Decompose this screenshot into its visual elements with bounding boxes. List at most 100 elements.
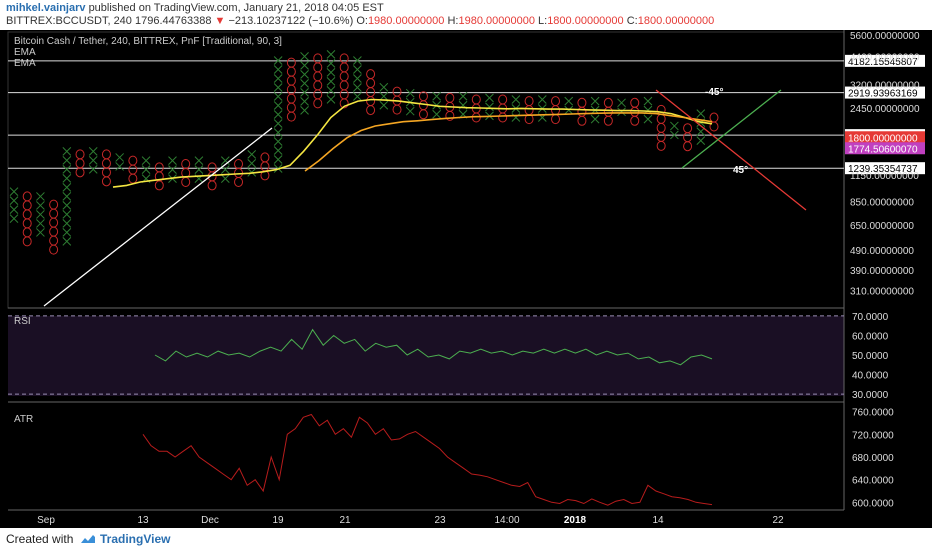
pnf-o-box — [603, 97, 613, 108]
pnf-x-box — [353, 92, 362, 101]
level-price-bg — [845, 54, 925, 67]
pnf-o-box — [551, 96, 561, 107]
pnf-x-box — [194, 156, 204, 165]
pnf-o-box — [234, 158, 244, 169]
atr-legend[interactable]: ATR — [14, 414, 33, 425]
price-tick-label: 490.00000000 — [850, 246, 914, 257]
rsi-legend[interactable]: RSI — [14, 316, 31, 327]
pnf-x-box — [115, 153, 125, 162]
pnf-x-box — [511, 95, 521, 104]
rsi-tick-label: 70.0000 — [852, 312, 889, 323]
pnf-o-box — [49, 208, 59, 219]
chart-area[interactable]: 4182.155458072919.939631691802.501909001… — [0, 30, 932, 528]
footer: Created with TradingView — [0, 528, 932, 550]
pnf-o-box — [603, 106, 613, 117]
pnf-x-box — [300, 79, 309, 88]
up-angle-line — [681, 89, 782, 169]
pnf-o-box — [313, 71, 323, 82]
pnf-x-box — [300, 61, 309, 70]
pnf-x-box — [353, 83, 362, 92]
author-link[interactable]: mihkel.vainjarv — [6, 2, 86, 14]
pnf-x-box — [300, 70, 309, 79]
down-angle-line — [655, 89, 807, 211]
rsi-tick-label: 60.0000 — [852, 331, 889, 342]
pnf-o-box — [313, 80, 323, 91]
pnf-o-box — [75, 149, 85, 160]
pnf-x-box — [273, 83, 283, 92]
pnf-x-box — [696, 136, 706, 145]
chart-svg[interactable]: 4182.155458072919.939631691802.501909001… — [0, 30, 932, 528]
pnf-o-box — [22, 218, 32, 229]
ohlc-close: 1800.00000000 — [637, 15, 715, 27]
pnf-o-box — [656, 122, 666, 133]
pnf-o-box — [683, 141, 693, 152]
ema-legend-2[interactable]: EMA — [14, 58, 36, 69]
pnf-o-box — [418, 109, 428, 120]
pnf-x-box — [273, 101, 283, 110]
chart-title: Bitcoin Cash / Tether, 240, BITTREX, PnF… — [14, 36, 282, 47]
pnf-o-box — [22, 227, 32, 238]
pnf-o-box — [128, 173, 138, 184]
pnf-x-box — [168, 156, 177, 165]
time-tick-label: 14 — [652, 515, 664, 526]
pnf-x-box — [62, 182, 72, 192]
down-arrow-icon: ▼ — [214, 15, 226, 27]
pnf-o-box — [524, 105, 534, 116]
rsi-tick-label: 40.0000 — [852, 371, 889, 382]
pnf-x-box — [9, 196, 19, 206]
pnf-x-box — [379, 82, 389, 92]
pnf-x-box — [273, 92, 283, 101]
time-tick-label: 2018 — [564, 515, 587, 526]
pnf-x-box — [36, 210, 45, 219]
pnf-x-box — [405, 88, 415, 98]
pnf-o-box — [339, 71, 349, 82]
pnf-o-box — [49, 244, 59, 255]
pnf-o-box — [154, 180, 164, 191]
pnf-o-box — [313, 89, 323, 100]
pnf-o-box — [656, 140, 666, 151]
pnf-x-box — [617, 107, 626, 117]
price-marker-bg — [845, 131, 925, 144]
price-pane-frame — [7, 31, 845, 309]
pnf-o-box — [75, 158, 85, 169]
pnf-o-box — [498, 94, 508, 105]
pnf-o-box — [471, 94, 481, 105]
atr-tick-label: 720.0000 — [852, 430, 894, 441]
pnf-x-box — [273, 65, 283, 74]
pnf-x-box — [670, 130, 679, 140]
pnf-o-box — [22, 209, 32, 220]
level-price-bg — [845, 162, 925, 175]
pnf-o-box — [49, 199, 59, 210]
pnf-x-box — [62, 155, 72, 165]
pnf-o-box — [577, 97, 587, 108]
pnf-o-box — [181, 176, 191, 187]
pnf-x-box — [326, 86, 336, 95]
ohlc-low-label: L: — [538, 15, 548, 27]
pnf-x-box — [36, 201, 45, 210]
pnf-x-box — [485, 93, 494, 103]
pnf-o-box — [551, 105, 561, 116]
atr-line — [142, 413, 713, 506]
pnf-o-box — [339, 80, 349, 91]
rsi-tick-label: 50.0000 — [852, 351, 889, 362]
price-marker-label: 1774.50600070 — [848, 144, 918, 155]
pnf-o-box — [339, 98, 349, 109]
pnf-o-box — [683, 132, 693, 143]
pnf-x-box — [247, 158, 257, 168]
symbol-line: BITTREX:BCCUSDT, 240 1796.44763388 ▼ −21… — [6, 15, 714, 28]
pnf-x-box — [617, 98, 626, 108]
pnf-x-box — [62, 191, 72, 201]
pnf-x-box — [141, 165, 151, 174]
pnf-x-box — [88, 155, 98, 165]
tradingview-link[interactable]: TradingView — [100, 532, 171, 546]
ema-legend-1[interactable]: EMA — [14, 47, 36, 58]
pnf-o-box — [313, 98, 323, 109]
publish-info: published on TradingView.com, January 21… — [88, 2, 384, 14]
ema-slow-line — [304, 112, 713, 172]
pnf-o-box — [418, 91, 428, 102]
pnf-x-box — [194, 165, 204, 174]
pnf-x-box — [643, 114, 653, 124]
pnf-o-box — [101, 158, 111, 169]
ohlc-close-label: C: — [626, 15, 638, 27]
rsi-tick-label: 30.0000 — [852, 390, 889, 401]
